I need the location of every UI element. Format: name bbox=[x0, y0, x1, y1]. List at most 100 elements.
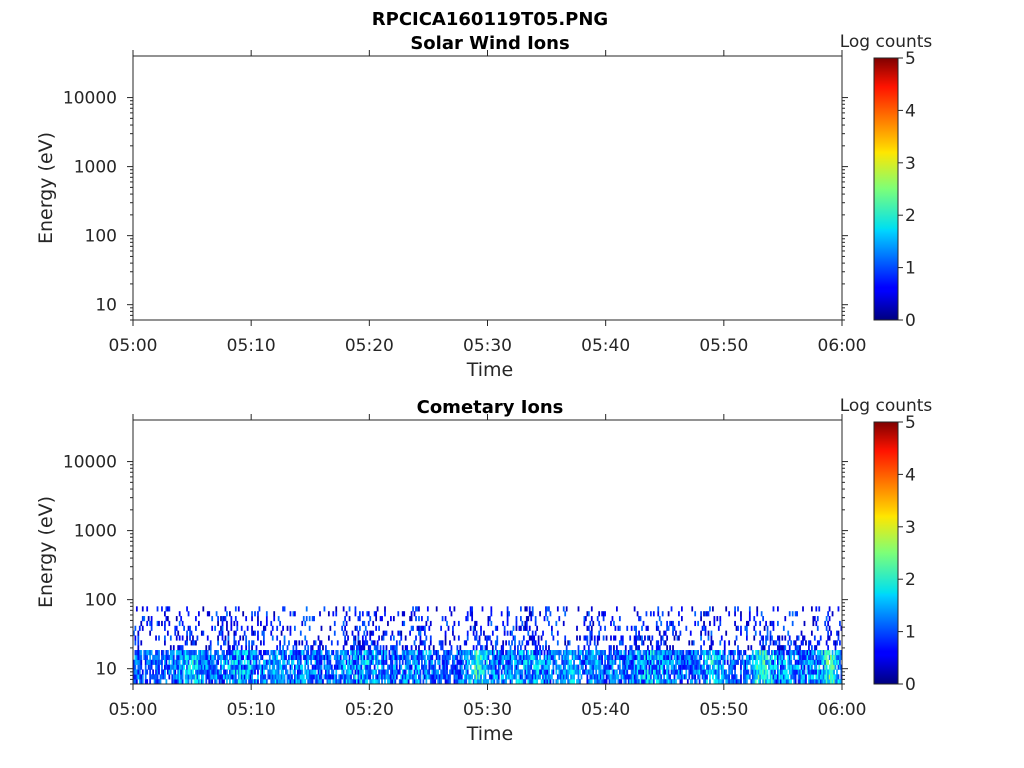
spectrogram-cell bbox=[289, 679, 292, 684]
spectrogram-cell bbox=[484, 659, 487, 665]
spectrogram-cell bbox=[692, 669, 695, 675]
spectrogram-cell bbox=[805, 674, 807, 680]
spectrogram-cell bbox=[392, 664, 395, 670]
spectrogram-cell bbox=[406, 674, 409, 680]
spectrogram-cell bbox=[545, 679, 547, 684]
spectrogram-cell bbox=[385, 659, 388, 665]
spectrogram-cell bbox=[469, 654, 472, 661]
spectrogram-cell bbox=[515, 664, 518, 670]
spectrogram-cell bbox=[496, 669, 499, 675]
spectrogram-cell bbox=[279, 640, 282, 646]
spectrogram-cell bbox=[218, 630, 221, 636]
spectrogram-cell bbox=[140, 654, 143, 661]
spectrogram-cell bbox=[514, 650, 516, 656]
spectrogram-cell bbox=[264, 674, 267, 680]
spectrogram-cell bbox=[398, 630, 401, 636]
spectrogram-cell bbox=[401, 620, 404, 627]
spectrogram-cell bbox=[199, 679, 202, 684]
spectrogram-cell bbox=[419, 669, 422, 675]
spectrogram-cell bbox=[350, 650, 352, 656]
spectrogram-cell bbox=[797, 659, 800, 665]
spectrogram-cell bbox=[633, 650, 636, 656]
spectrogram-cell bbox=[577, 654, 580, 661]
spectrogram-cell bbox=[545, 659, 547, 665]
spectrogram-cell bbox=[740, 616, 742, 622]
spectrogram-cell bbox=[196, 635, 199, 641]
spectrogram-cell bbox=[285, 654, 287, 661]
spectrogram-cell bbox=[260, 679, 262, 684]
spectrogram-cell bbox=[175, 664, 178, 670]
spectrogram-cell bbox=[647, 650, 649, 656]
spectrogram-cell bbox=[240, 625, 243, 631]
spectrogram-cell bbox=[376, 679, 379, 684]
spectrogram-cell bbox=[716, 679, 719, 684]
spectrogram-cell bbox=[206, 674, 209, 680]
spectrogram-cell bbox=[694, 611, 697, 617]
spectrogram-cell bbox=[361, 635, 364, 641]
spectrogram-cell bbox=[647, 669, 649, 675]
spectrogram-cell bbox=[409, 669, 411, 675]
spectrogram-cell bbox=[248, 650, 250, 656]
spectrogram-cell bbox=[754, 674, 757, 680]
spectrogram-cell bbox=[283, 635, 286, 641]
spectrogram-cell bbox=[534, 640, 537, 646]
spectrogram-cell bbox=[180, 669, 183, 675]
spectrogram-cell bbox=[790, 640, 793, 646]
spectrogram-cell bbox=[663, 679, 666, 684]
spectrogram-cell bbox=[412, 650, 414, 656]
spectrogram-cell bbox=[788, 645, 791, 651]
spectrogram-cell bbox=[717, 625, 720, 631]
spectrogram-cell bbox=[744, 625, 747, 631]
spectrogram-cell bbox=[202, 674, 205, 680]
spectrogram-cell bbox=[635, 669, 637, 675]
spectrogram-cell bbox=[449, 674, 451, 680]
spectrogram-cell bbox=[206, 659, 209, 665]
spectrogram-cell bbox=[561, 669, 564, 675]
spectrogram-cell bbox=[260, 664, 262, 670]
spectrogram-cell bbox=[369, 645, 372, 651]
spectrogram-cell bbox=[357, 679, 360, 684]
spectrogram-cell bbox=[573, 664, 575, 670]
spectrogram-cell bbox=[556, 630, 559, 636]
spectrogram-cell bbox=[239, 669, 242, 675]
spectrogram-cell bbox=[593, 659, 596, 665]
spectrogram-cell bbox=[190, 674, 193, 680]
spectrogram-cell bbox=[500, 650, 503, 656]
spectrogram-cell bbox=[570, 659, 572, 665]
spectrogram-cell bbox=[304, 659, 307, 665]
spectrogram-cell bbox=[632, 664, 635, 670]
spectrogram-cell bbox=[493, 650, 496, 656]
spectrogram-cell bbox=[750, 679, 753, 684]
spectrogram-cell bbox=[555, 650, 558, 656]
spectrogram-cell bbox=[762, 654, 765, 661]
spectrogram-cell bbox=[713, 659, 716, 665]
spectrogram-cell bbox=[822, 659, 825, 665]
spectrogram-cell bbox=[691, 664, 694, 670]
spectrogram-cell bbox=[695, 659, 698, 665]
spectrogram-cell bbox=[193, 664, 196, 670]
spectrogram-cell bbox=[276, 654, 279, 661]
spectrogram-cell bbox=[728, 650, 731, 656]
spectrogram-cell bbox=[821, 650, 824, 656]
spectrogram-cell bbox=[237, 659, 240, 665]
spectrogram-cell bbox=[255, 679, 258, 684]
spectrogram-cell bbox=[698, 664, 701, 670]
spectrogram-cell bbox=[161, 650, 163, 656]
spectrogram-cell bbox=[737, 606, 739, 612]
spectrogram-cell bbox=[652, 664, 655, 670]
spectrogram-cell bbox=[521, 620, 524, 627]
spectrogram-cell bbox=[596, 679, 599, 684]
spectrogram-cell bbox=[762, 616, 765, 622]
spectrogram-cell bbox=[155, 659, 157, 665]
spectrogram-cell bbox=[199, 654, 202, 661]
spectrogram-cell bbox=[344, 625, 346, 631]
spectrogram-cell bbox=[682, 654, 685, 661]
spectrogram-cell bbox=[466, 654, 469, 661]
spectrogram-cell bbox=[404, 679, 407, 684]
spectrogram-cell bbox=[713, 616, 716, 622]
spectrogram-cell bbox=[553, 654, 556, 661]
spectrogram-cell bbox=[623, 679, 626, 684]
spectrogram-cell bbox=[257, 669, 259, 675]
spectrogram-cell bbox=[499, 650, 502, 656]
spectrogram-cell bbox=[452, 669, 454, 675]
